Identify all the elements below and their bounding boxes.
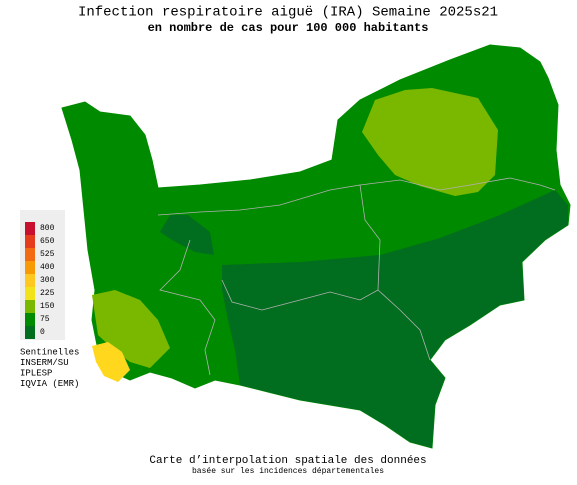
legend-label: 150 [40,302,55,311]
source-line: Sentinelles [20,347,79,357]
legend-swatch [25,313,35,326]
legend-label: 300 [40,276,55,285]
department-border [359,177,556,191]
legend: 800 650 525 400 300 225 150 75 0 [20,210,65,340]
map-subtitle: en nombre de cas pour 100 000 habitants [148,21,429,35]
legend-swatch [25,300,35,313]
zone-dark-small [160,215,214,255]
legend-swatch [25,287,35,300]
department-border [157,184,381,311]
legend-swatch [25,248,35,261]
department-borders [157,177,556,376]
legend-label: 800 [40,224,55,233]
source-line: IQVIA (EMR) [20,379,79,389]
region-map [61,44,571,449]
zone-light-north [362,88,498,196]
footer-line: basée sur les incidences départementales [192,467,384,476]
legend-label: 75 [40,315,50,324]
legend-swatch [25,261,35,274]
legend-label: 0 [40,328,45,337]
footer-line: Carte d’interpolation spatiale des donné… [149,455,426,467]
legend-swatch [25,326,35,339]
department-border [377,289,431,361]
zone-light-southwest [92,290,170,368]
legend-label: 650 [40,237,55,246]
map-title: Infection respiratoire aiguë (IRA) Semai… [78,5,498,21]
legend-label: 525 [40,250,55,259]
legend-label: 400 [40,263,55,272]
department-border [159,239,216,376]
source-line: IPLESP [20,368,52,378]
source-line: INSERM/SU [20,358,69,368]
legend-label: 225 [40,289,55,298]
legend-swatch [25,222,35,235]
legend-swatch [25,235,35,248]
zone-dark [222,190,568,448]
zone-yellow [92,342,130,382]
legend-swatch [25,274,35,287]
